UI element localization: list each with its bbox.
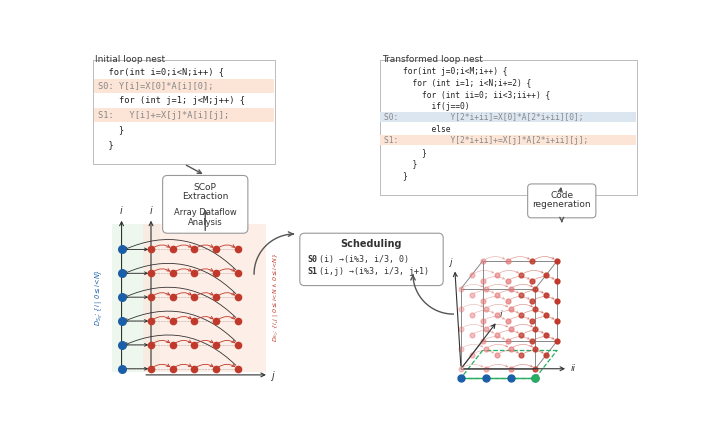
Text: S1:   Y[i]+=X[j]*A[i][j];: S1: Y[i]+=X[j]*A[i][j]; [98, 111, 229, 120]
Text: S0: S0 [308, 255, 318, 264]
Text: for(int i=0;i<N;i++) {: for(int i=0;i<N;i++) { [98, 67, 224, 76]
FancyBboxPatch shape [162, 175, 248, 233]
Bar [94, 79, 274, 93]
Text: S0:           Y[2*i+ii]=X[0]*A[2*i+ii][0];: S0: Y[2*i+ii]=X[0]*A[2*i+ii][0]; [384, 113, 584, 122]
Text: Scheduling: Scheduling [341, 240, 402, 249]
Text: for(int j=0;i<M;i++) {: for(int j=0;i<M;i++) { [384, 67, 508, 76]
Text: i: i [150, 206, 152, 216]
Text: for (int j=1; j<M;j++) {: for (int j=1; j<M;j++) { [98, 96, 244, 105]
Text: }: } [98, 126, 124, 134]
Text: if(j==0): if(j==0) [384, 102, 470, 110]
Text: S1: S1 [308, 267, 318, 276]
Bar [94, 108, 274, 122]
Text: S0: Y[i]=X[0]*A[i][0];: S0: Y[i]=X[0]*A[i][0]; [98, 81, 213, 91]
Text: j: j [449, 258, 451, 267]
Text: (i) →(i%3, i/3, 0): (i) →(i%3, i/3, 0) [319, 255, 409, 264]
Text: Transformed loop nest: Transformed loop nest [382, 54, 483, 64]
Text: i: i [120, 206, 122, 216]
Text: $D_{S_0}$: {$i$ | 0$\leq$$i$<$N$}: $D_{S_0}$: {$i$ | 0$\leq$$i$<$N$} [94, 268, 105, 326]
FancyBboxPatch shape [528, 184, 596, 218]
Text: Array Dataflow: Array Dataflow [174, 208, 236, 217]
Text: }: } [384, 159, 417, 168]
Text: (i,j) →(i%3, i/3, j+1): (i,j) →(i%3, i/3, j+1) [319, 267, 429, 276]
Bar [379, 60, 637, 195]
Text: }: } [384, 148, 427, 157]
Text: SCoP: SCoP [194, 183, 216, 192]
Bar [112, 224, 160, 372]
Text: i: i [500, 310, 502, 320]
Text: Initial loop nest: Initial loop nest [95, 54, 165, 64]
Text: Extraction: Extraction [182, 192, 229, 202]
Bar [380, 111, 636, 122]
Text: for (int i=1; i<N;i+=2) {: for (int i=1; i<N;i+=2) { [384, 78, 532, 88]
FancyBboxPatch shape [300, 233, 443, 286]
Text: $D_{S_1}$: {$i$,$j$ | 0$\leq$$i$<$N$ $\wedge$ 0$\leq$$i$<$N$}: $D_{S_1}$: {$i$,$j$ | 0$\leq$$i$<$N$ $\w… [272, 252, 281, 342]
Text: else: else [384, 125, 451, 133]
Text: ii: ii [570, 364, 575, 373]
Text: Analysis: Analysis [188, 218, 223, 227]
Text: for (int ii=0; ii<3;ii++) {: for (int ii=0; ii<3;ii++) { [384, 90, 550, 99]
Text: j: j [271, 371, 274, 381]
Text: Code: Code [550, 191, 573, 200]
Text: }: } [98, 140, 113, 149]
Text: }: } [384, 171, 408, 180]
Bar [143, 224, 266, 372]
Text: S1:           Y[2*i+ii]+=X[j]*A[2*i+ii][j];: S1: Y[2*i+ii]+=X[j]*A[2*i+ii][j]; [384, 136, 589, 145]
Text: regeneration: regeneration [533, 200, 591, 209]
Bar [380, 135, 636, 145]
Bar [93, 60, 275, 164]
